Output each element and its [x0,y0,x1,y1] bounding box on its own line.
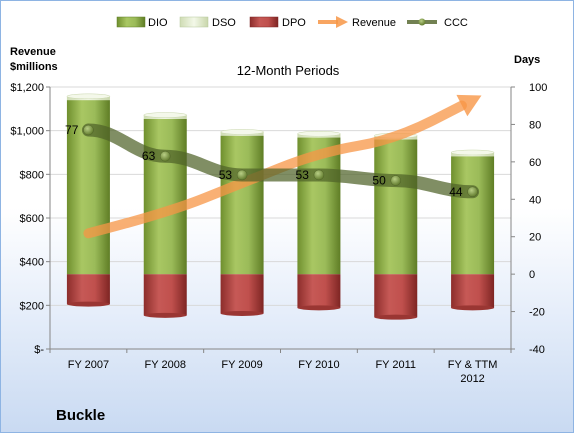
legend-label-dio: DIO [148,17,168,29]
x-axis-tick-labels: FY 2007 FY 2008 FY 2009 FY 2010 FY 2011 FY & … [68,359,498,385]
right-tick-label: 40 [529,194,541,206]
legend-label-dso: DSO [212,17,236,29]
left-axis-label-line1: Revenue [10,46,56,58]
ccc-point [160,150,171,162]
bar-dpo [143,274,187,316]
legend-swatch-ccc [407,18,437,26]
bar-dso-cap [66,93,111,100]
right-tick-label: 20 [529,232,541,244]
bar-dpo-cap [220,310,264,316]
bar-dso-cap [450,149,495,156]
x-tick-label: FY & TTM [448,359,498,371]
x-tick-label: FY 2009 [221,359,262,371]
bar-dio [451,156,495,275]
left-tick-label: $1,000 [10,126,44,138]
ccc-data-label: 44 [449,185,463,199]
ccc-point [390,175,401,186]
ccc-data-label: 53 [219,168,233,182]
bar-dpo [297,274,341,308]
bar-dso-cap [220,129,264,135]
left-tick-label: $400 [20,257,44,269]
x-tick-label: FY 2011 [375,359,416,371]
x-tick-label: FY 2007 [68,359,109,371]
company-name: Buckle [56,407,105,424]
ccc-point [467,186,478,198]
bar-dio [143,118,187,275]
bar-dpo-cap [374,314,418,320]
right-tick-label: 80 [529,119,541,131]
ccc-point [236,169,248,181]
bar-dpo [220,274,264,314]
bar-dso-cap [297,131,341,137]
bar-dpo [374,274,418,318]
bar-dpo-cap [66,301,110,307]
left-tick-label: $1,200 [10,82,44,94]
ccc-data-label: 53 [296,168,310,182]
legend-swatch-dso [179,16,209,28]
right-axis-ticks: -40 -20 0 20 40 60 80 100 [49,82,547,356]
ccc-series: 77 63 53 53 50 44 [65,123,480,199]
plot-area: $- $200 $400 $600 $800 $1,000 $1,200 -40 -20 0 20… [10,82,547,385]
legend-label-dpo: DPO [282,17,306,29]
bar-dso-cap [143,112,187,118]
x-tick-label: 2012 [460,373,484,385]
ccc-data-label: 63 [142,149,156,163]
ccc-point [313,169,325,181]
left-axis-ticks: $- $200 $400 $600 $800 $1,000 $1,200 [10,82,50,356]
chart-title: 12-Month Periods [237,63,340,78]
left-tick-label: $600 [20,213,44,225]
legend-swatch-dio [116,16,146,28]
right-tick-label: 60 [529,157,541,169]
ccc-data-label: 50 [372,174,386,188]
left-axis-label-line2: $millions [10,61,58,73]
right-tick-label: 100 [529,82,547,94]
ccc-data-label: 77 [65,123,79,137]
legend: DIO DSO DPO Revenue CCC [116,16,468,29]
left-tick-label: $800 [20,169,44,181]
right-tick-label: -40 [529,344,545,356]
bar-dpo-cap [451,305,495,311]
bar-dpo-cap [143,312,187,318]
revenue-arrowhead [456,94,482,117]
left-tick-label: $- [34,344,44,356]
left-tick-label: $200 [20,300,44,312]
right-tick-label: -20 [529,307,545,319]
legend-label-ccc: CCC [444,17,468,29]
legend-label-revenue: Revenue [352,17,396,29]
bar-dpo-cap [297,305,341,311]
revenue-line [83,100,467,239]
bar-dpo [66,274,110,305]
right-axis-label: Days [514,54,540,66]
x-tick-label: FY 2010 [298,359,339,371]
bar-dio [220,135,264,275]
revenue-series [83,94,482,239]
legend-swatch-dpo [249,16,279,28]
bar-dpo [451,274,495,308]
x-tick-label: FY 2008 [145,359,186,371]
bars [66,93,495,320]
legend-swatch-revenue [318,16,348,28]
ccc-point [83,124,94,136]
bar-dio [374,139,418,275]
right-tick-label: 0 [529,269,535,281]
